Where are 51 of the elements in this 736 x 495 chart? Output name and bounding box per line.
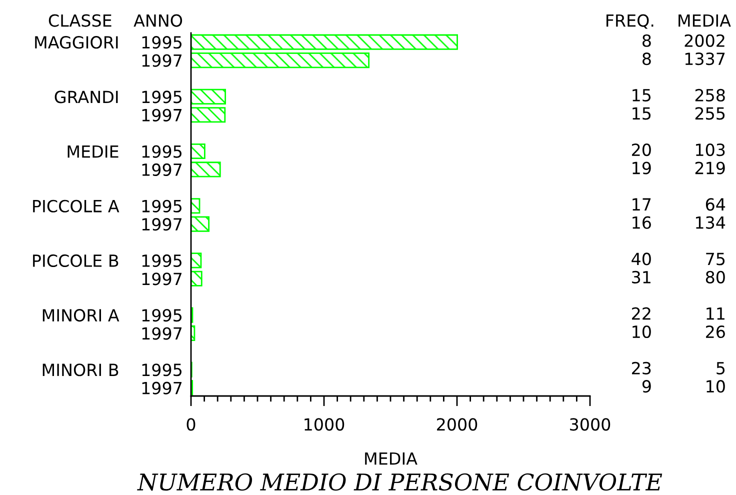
text: FREQ.	[606, 14, 654, 29]
y-tick-label: MEDIE 1995	[68, 145, 182, 158]
data-label: 255	[695, 107, 725, 120]
y-tick-label: 1997	[142, 272, 182, 286]
data-label: 5	[716, 362, 725, 374]
y-tick-label: 1997	[142, 218, 182, 231]
x-tick-label: 1000	[304, 418, 344, 431]
text: 20	[632, 144, 651, 156]
text: 19	[632, 162, 651, 174]
x-axis-title: MEDIA	[365, 452, 418, 465]
data-label: 10	[706, 380, 725, 393]
data-label: 103	[696, 144, 725, 156]
text: 15	[632, 107, 651, 120]
y-tick-label: MAGGIORI 1995	[35, 36, 182, 49]
y-axis-title: CLASSE ANNO	[48, 14, 182, 27]
y-tick-label: PICCOLE B 1995	[33, 254, 182, 268]
data-label: 11	[706, 307, 724, 320]
y-tick-label: 1997	[142, 382, 182, 394]
text: 9	[642, 380, 651, 393]
text: 40	[632, 252, 651, 266]
y-tick-label: MINORI B 1995	[42, 364, 182, 376]
text: 10	[632, 325, 651, 338]
data-label: 219	[695, 162, 725, 174]
text: 15	[632, 89, 651, 102]
y-tick-label: MINORI A 1995	[42, 308, 182, 322]
y-tick-label: PICCOLE A 1995	[33, 200, 182, 212]
text: 23	[632, 362, 651, 374]
text: 8	[642, 34, 651, 47]
text: 22	[632, 307, 650, 320]
data-label: 134	[696, 216, 726, 229]
y-tick-label: 1997	[142, 163, 182, 176]
data-label: 2002	[684, 34, 724, 47]
text: 8	[642, 52, 651, 66]
text: 17	[632, 198, 651, 210]
y-tick-label: 1997	[142, 54, 182, 67]
data-label: 80	[706, 270, 725, 284]
y-tick-label: 1997	[142, 327, 182, 340]
y-tick-label: 1997	[142, 108, 182, 122]
x-tick-label: 3000	[570, 418, 610, 431]
data-label: 75	[706, 252, 725, 266]
data-label: 1337	[685, 52, 725, 66]
text: 16	[632, 216, 651, 229]
x-tick-label: 2000	[437, 418, 478, 431]
data-label: 64	[706, 198, 726, 211]
y-tick-label: GRANDI 1995	[54, 90, 182, 104]
text: NUMERO MEDIO DI PERSONE COINVOLTE	[137, 473, 662, 491]
x-tick-label: 0	[186, 418, 196, 431]
text: MEDIA	[678, 14, 731, 27]
text: 31	[632, 270, 650, 284]
data-label: 26	[706, 325, 725, 338]
data-label: 258	[695, 88, 725, 102]
